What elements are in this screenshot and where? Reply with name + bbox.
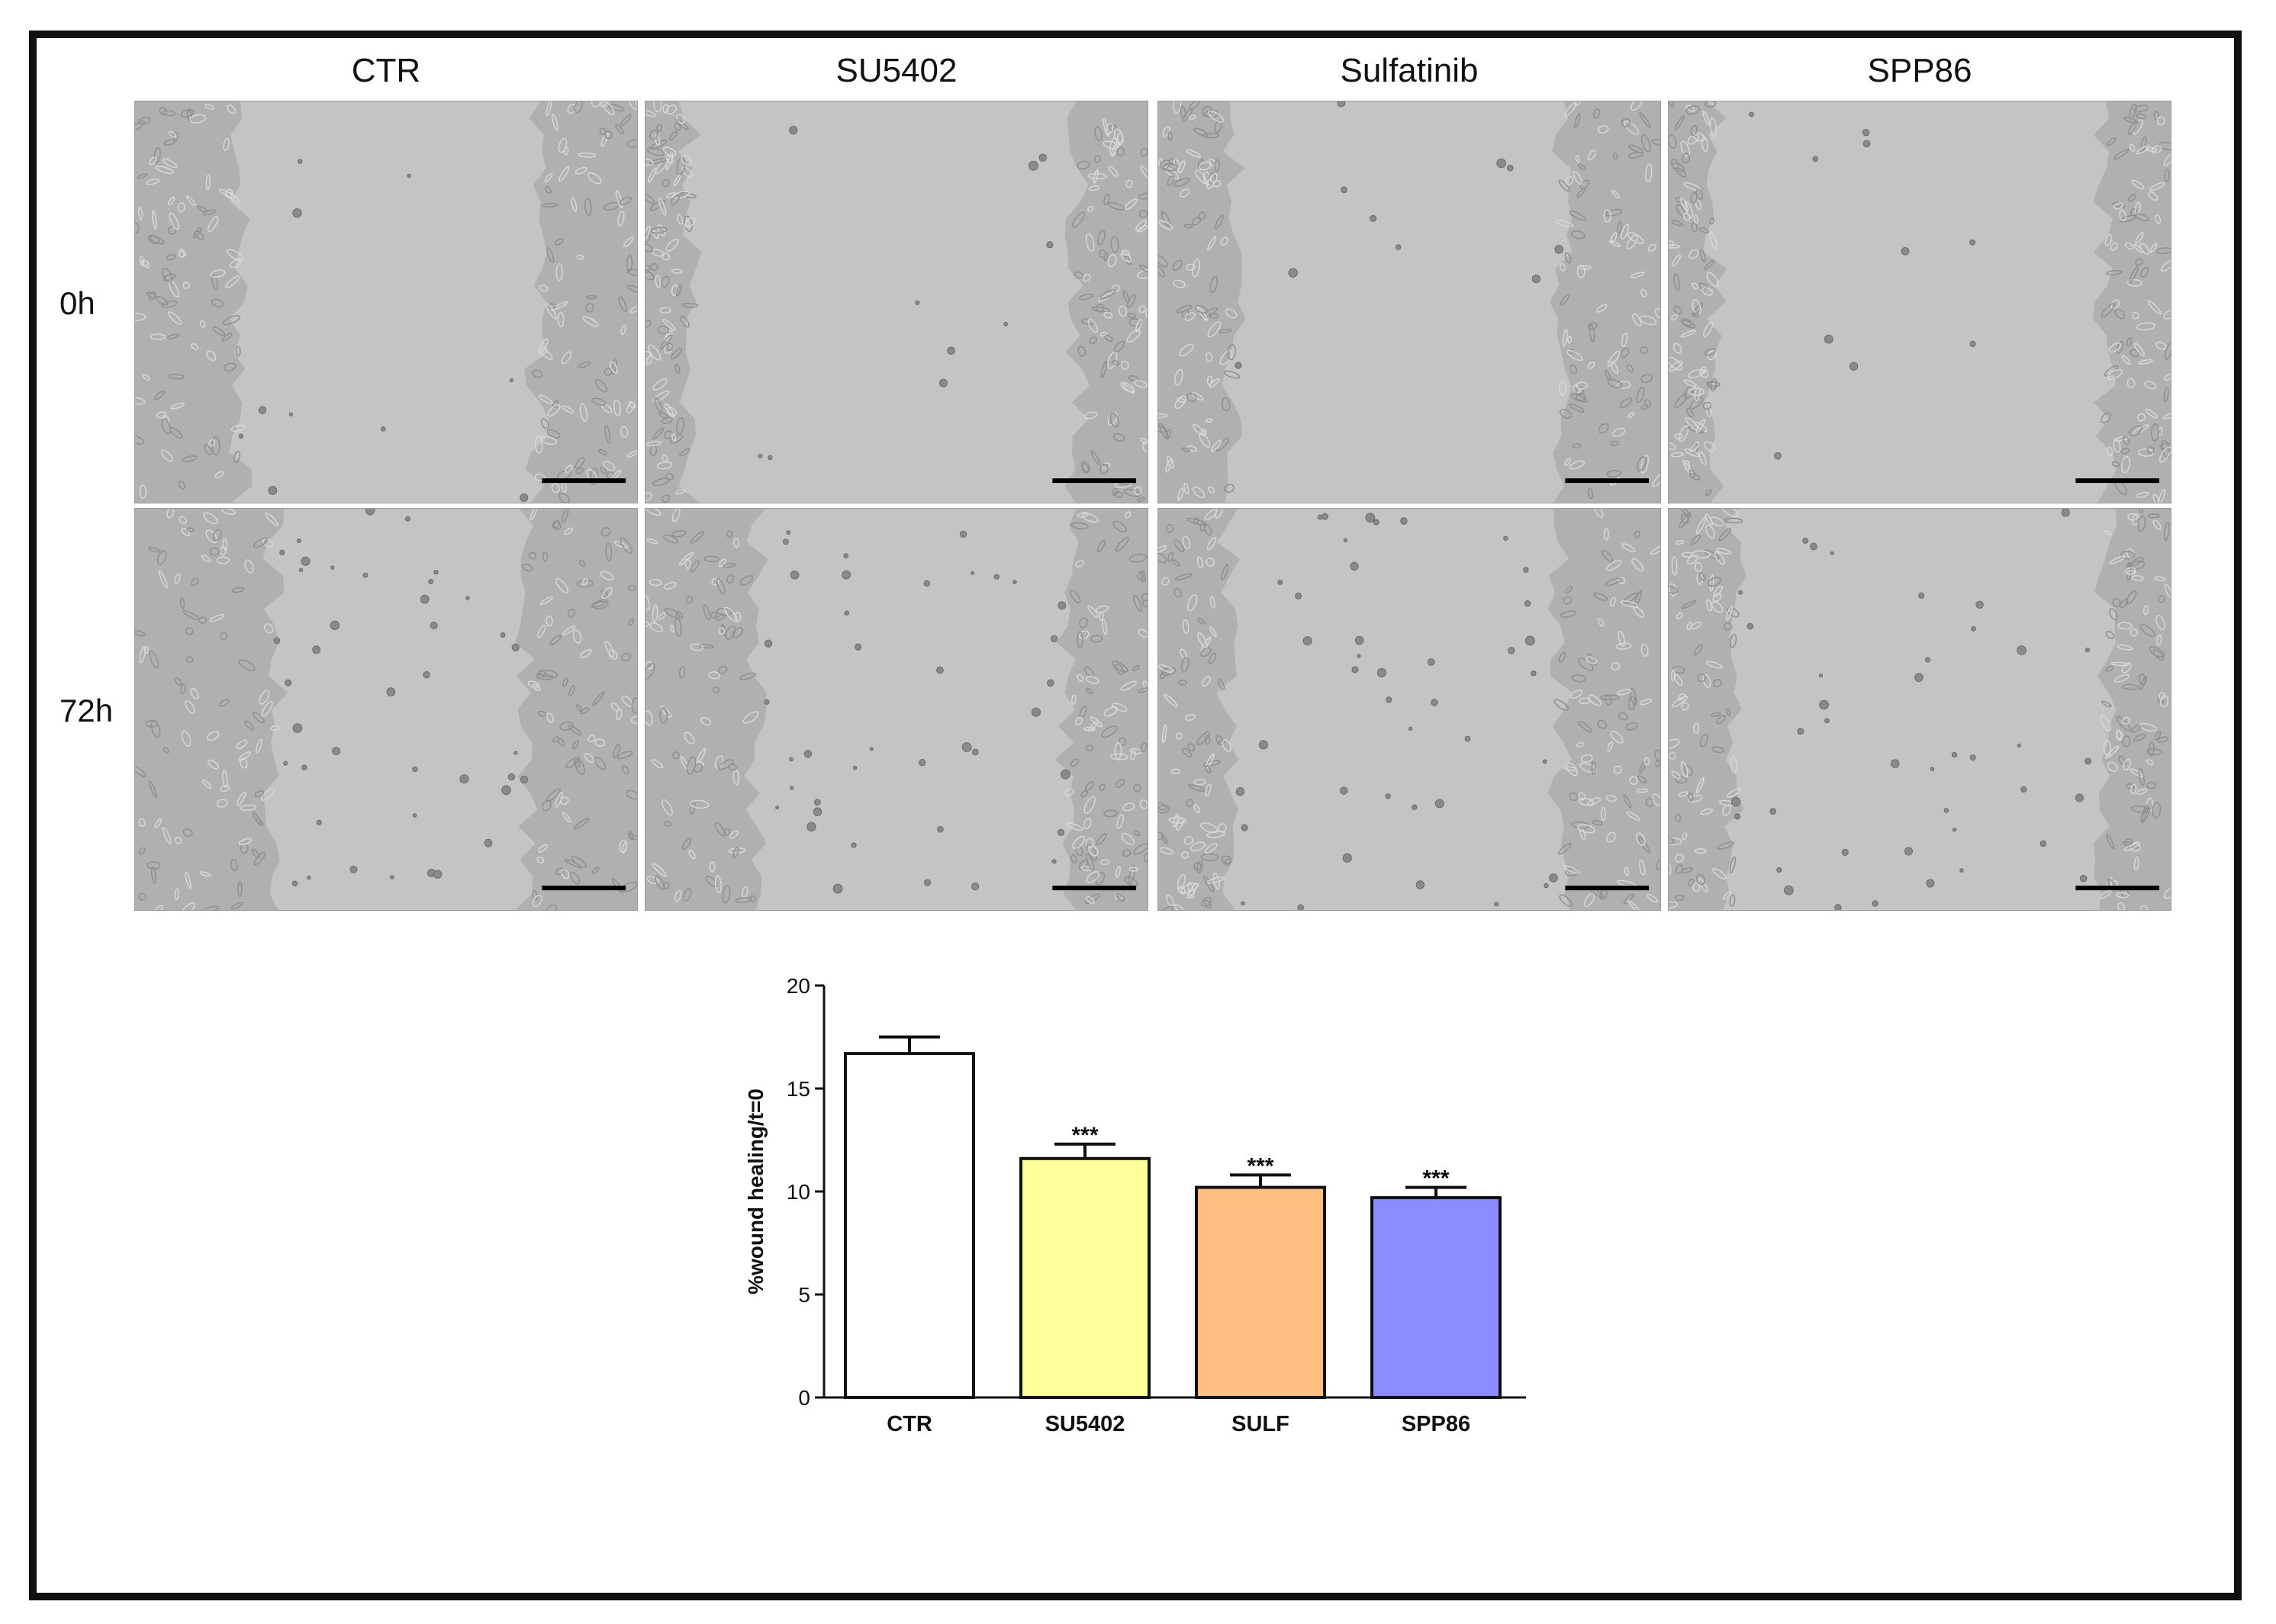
row-label-72h: 72h xyxy=(60,693,114,728)
y-tick-label: 0 xyxy=(798,1386,810,1410)
micrograph-ctr-0h xyxy=(134,101,638,503)
significance-marker: *** xyxy=(1071,1123,1098,1148)
bar-spp86 xyxy=(1370,1196,1502,1399)
y-tick-label: 10 xyxy=(787,1180,810,1204)
micrograph-sulfatinib-72h xyxy=(1157,508,1661,911)
x-tick-label: SU5402 xyxy=(1045,1412,1125,1436)
column-label-spp86: SPP86 xyxy=(1867,52,1972,89)
micrograph-spp86-72h xyxy=(1668,508,2171,911)
scale-bar xyxy=(1052,886,1137,891)
significance-marker: *** xyxy=(1422,1166,1449,1191)
y-tick-label: 20 xyxy=(787,974,810,998)
scale-bar xyxy=(2075,478,2160,484)
micrograph-su5402-0h xyxy=(645,101,1148,503)
x-tick-label: SPP86 xyxy=(1402,1412,1470,1436)
scale-bar xyxy=(542,886,626,891)
micrograph-su5402-72h xyxy=(645,508,1148,911)
x-tick-label: CTR xyxy=(887,1412,932,1436)
row-label-0h: 0h xyxy=(60,285,95,321)
scale-bar xyxy=(1052,478,1137,484)
bar-su5402 xyxy=(1019,1156,1151,1400)
micrograph-sulfatinib-0h xyxy=(1157,101,1661,503)
x-tick-label: SULF xyxy=(1231,1412,1289,1436)
column-label-su5402: SU5402 xyxy=(835,52,958,89)
micrograph-ctr-72h xyxy=(134,508,638,911)
bar-sulf xyxy=(1195,1185,1326,1399)
micrograph-spp86-0h xyxy=(1668,101,2171,503)
wound-healing-bar-chart: 0 5 10 15 20 %wound healing/t=0 CTR *** SU5402 **… xyxy=(744,974,1526,1436)
scale-bar xyxy=(1565,886,1650,891)
figure-frame xyxy=(29,31,2242,1600)
scale-bar xyxy=(542,478,626,484)
column-label-ctr: CTR xyxy=(351,52,421,89)
y-tick-label: 15 xyxy=(787,1077,810,1101)
scale-bar xyxy=(2075,886,2160,891)
significance-marker: *** xyxy=(1247,1153,1273,1179)
scale-bar xyxy=(1565,478,1650,484)
column-label-sulfatinib: Sulfatinib xyxy=(1340,52,1479,89)
y-axis-label: %wound healing/t=0 xyxy=(744,1089,768,1294)
bar-ctr xyxy=(844,1052,975,1399)
y-tick-label: 5 xyxy=(798,1283,810,1307)
